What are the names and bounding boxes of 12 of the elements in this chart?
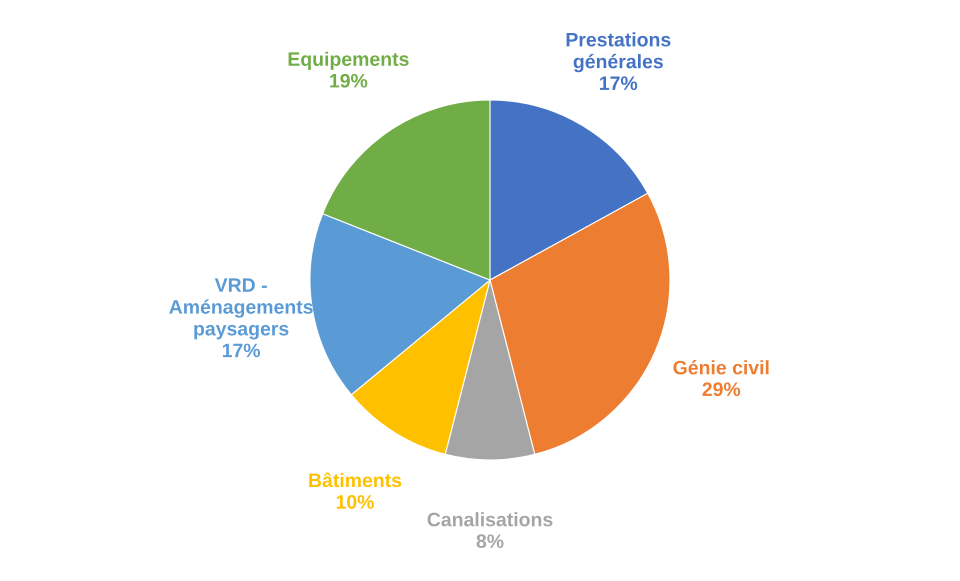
- slice-label: Equipements: [288, 52, 409, 70]
- data-label: 19%: [330, 74, 368, 88]
- slice-label: Bâtiments: [309, 472, 402, 488]
- data-label: 8%: [476, 534, 504, 548]
- slice-label: VRD - Aménagements paysagers: [169, 278, 313, 340]
- data-label: 17%: [222, 344, 260, 358]
- data-label: 29%: [702, 382, 740, 396]
- data-label: 10%: [336, 495, 374, 509]
- data-label: 17%: [600, 76, 638, 90]
- slice-label: Génie civil: [673, 360, 769, 374]
- slice-label: Prestations générales: [566, 32, 670, 72]
- slice-label: Canalisations: [428, 512, 552, 526]
